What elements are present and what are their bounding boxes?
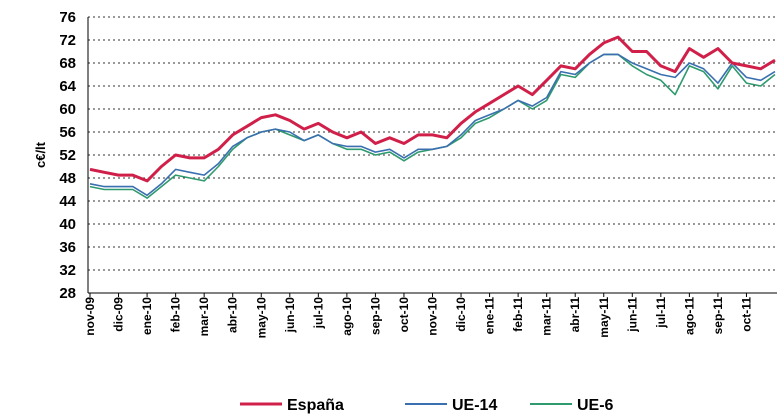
x-tick-label: oct-11 <box>739 297 753 332</box>
x-tick-label: sep-10 <box>368 297 382 335</box>
legend-label: España <box>287 397 344 414</box>
x-tick-label: feb-10 <box>169 297 183 333</box>
y-tick-label: 64 <box>59 78 76 95</box>
x-tick-label: may-11 <box>597 297 611 338</box>
y-tick-label: 56 <box>59 124 76 141</box>
x-tick-label: dic-09 <box>112 297 126 332</box>
x-tick-label: mar-11 <box>540 297 554 336</box>
y-tick-label: 72 <box>59 32 76 49</box>
y-tick-label: 68 <box>59 55 76 72</box>
y-axis-label: c€/lt <box>33 141 48 168</box>
x-tick-label: jul-11 <box>654 297 668 329</box>
y-tick-label: 76 <box>59 9 76 26</box>
y-tick-label: 48 <box>59 170 76 187</box>
x-tick-label: ago-10 <box>340 297 354 336</box>
x-tick-label: jun-11 <box>625 297 639 333</box>
x-tick-label: may-10 <box>254 297 268 339</box>
x-tick-label: abr-11 <box>568 297 582 333</box>
x-tick-label: ene-10 <box>140 297 154 335</box>
x-tick-label: feb-11 <box>511 297 525 332</box>
x-tick-label: jul-10 <box>311 297 325 330</box>
x-tick-label: mar-10 <box>197 297 211 337</box>
x-tick-label: ene-11 <box>483 297 497 335</box>
x-tick-label: nov-09 <box>83 297 97 336</box>
x-tick-label: jun-10 <box>283 297 297 334</box>
y-tick-label: 36 <box>59 239 76 256</box>
line-series <box>89 35 776 183</box>
x-tick-label: nov-10 <box>426 297 440 336</box>
x-tick-label: sep-11 <box>711 297 725 335</box>
line-series <box>89 53 776 197</box>
legend-label: UE-6 <box>577 397 614 414</box>
y-tick-label: 52 <box>59 147 76 164</box>
x-tick-label: oct-10 <box>397 297 411 333</box>
y-tick-label: 32 <box>59 262 76 279</box>
line-series <box>89 53 776 199</box>
x-tick-label: dic-10 <box>454 297 468 332</box>
legend-label: UE-14 <box>452 397 497 414</box>
x-tick-label: ago-11 <box>682 297 696 335</box>
y-tick-label: 44 <box>59 193 76 210</box>
x-tick-label: abr-10 <box>226 297 240 333</box>
y-tick-label: 40 <box>59 216 76 233</box>
y-tick-label: 60 <box>59 101 76 118</box>
y-tick-label: 28 <box>59 285 76 302</box>
